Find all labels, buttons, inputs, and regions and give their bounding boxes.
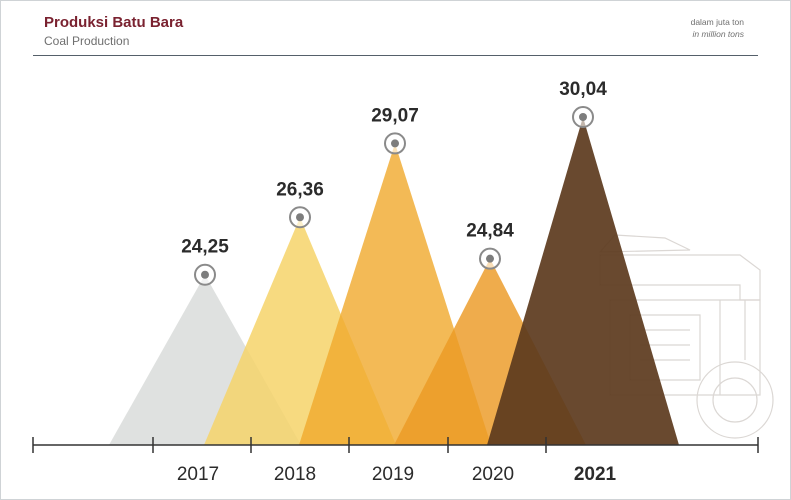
peak-dot-2021 (579, 113, 587, 121)
value-label-2021: 30,04 (559, 79, 607, 100)
header-divider (33, 55, 758, 56)
peak-dot-2020 (486, 254, 494, 263)
value-label-2019: 29,07 (371, 105, 419, 126)
chart-subtitle: Coal Production (44, 34, 130, 48)
unit-label-id: dalam juta ton (690, 17, 744, 27)
category-label-2019: 2019 (372, 464, 414, 485)
value-label-2018: 26,36 (276, 179, 324, 200)
peak-dot-2019 (391, 139, 399, 148)
value-label-2017: 24,25 (181, 237, 229, 258)
category-label-2017: 2017 (177, 464, 219, 485)
triangle-2021 (487, 117, 679, 445)
category-label-2021: 2021 (574, 464, 617, 485)
category-label-2018: 2018 (274, 464, 316, 485)
unit-label-en: in million tons (692, 29, 745, 39)
triangle-series (109, 117, 679, 446)
category-labels: 2017 2018 2019 2020 2021 (177, 464, 617, 485)
x-axis (32, 437, 759, 453)
mining-truck-illustration (598, 234, 774, 439)
peak-markers (194, 106, 594, 286)
value-labels: 24,25 26,36 29,07 24,84 30,04 (181, 79, 607, 258)
peak-dot-2017 (201, 270, 209, 279)
peak-dot-2018 (296, 213, 304, 222)
category-label-2020: 2020 (472, 464, 514, 485)
unit-note: dalam juta ton in million tons (691, 16, 744, 40)
chart-title: Produksi Batu Bara (44, 14, 184, 31)
value-label-2020: 24,84 (466, 221, 514, 242)
